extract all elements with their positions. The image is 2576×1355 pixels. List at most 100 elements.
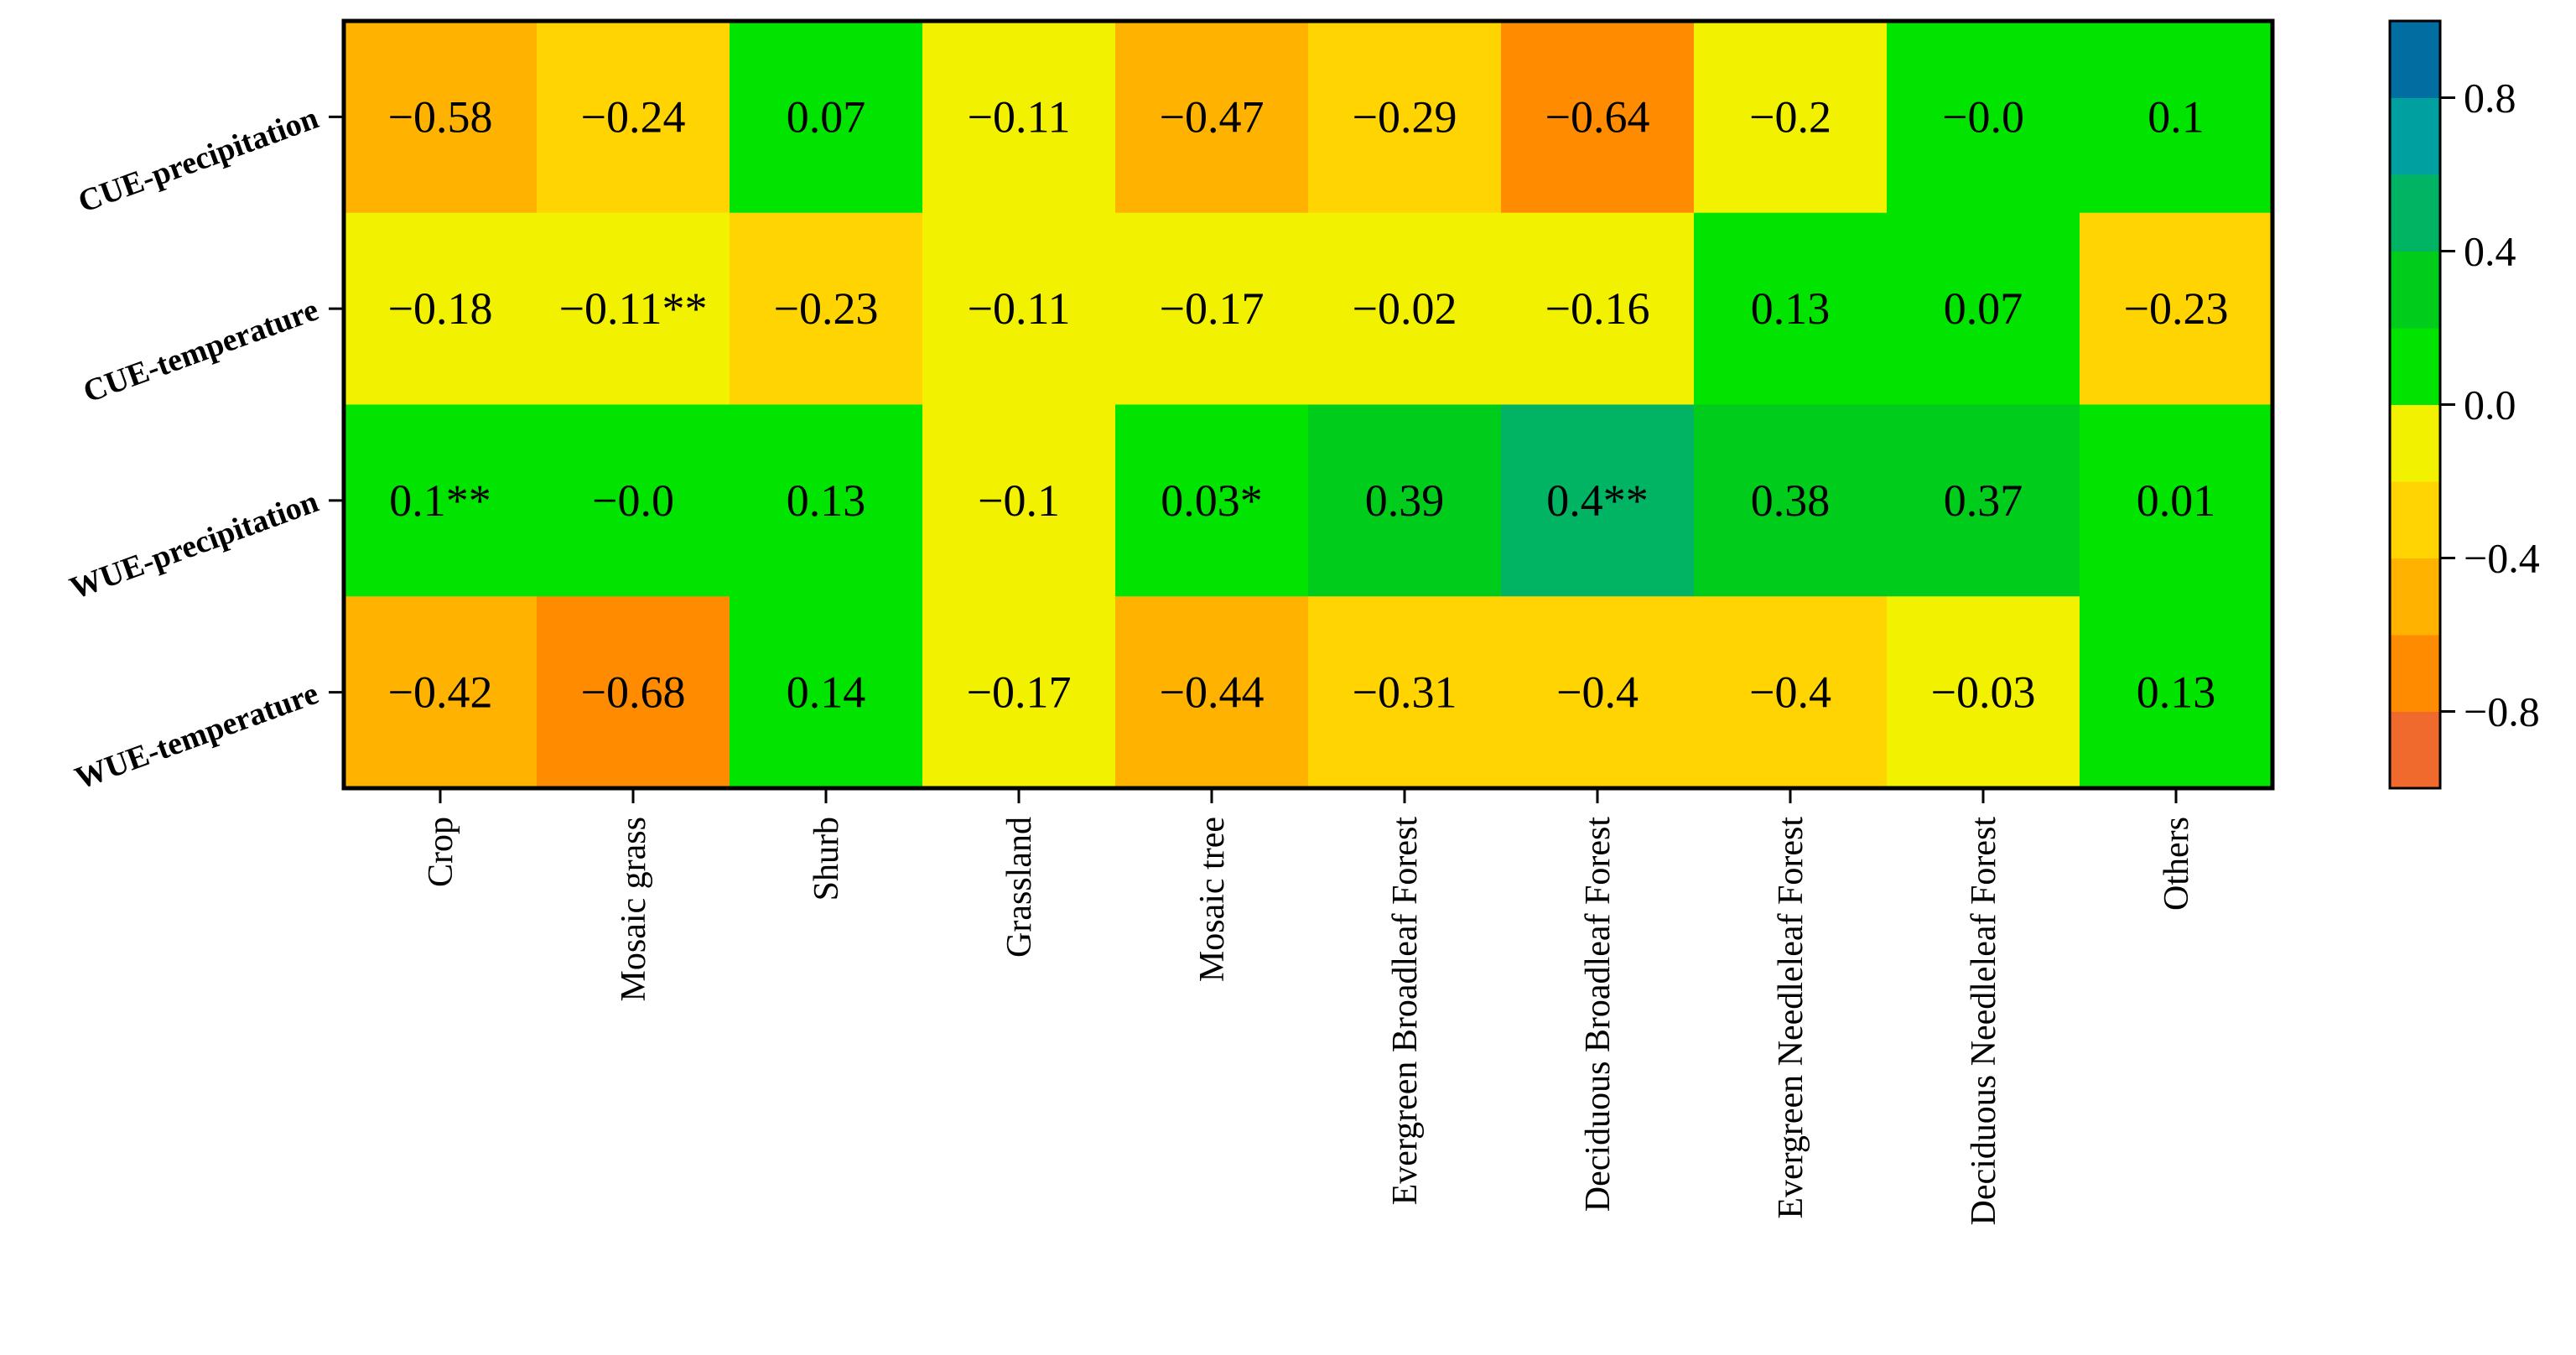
colorbar-segment xyxy=(2390,558,2440,636)
x-tick-label: Deciduous Broadleaf Forest xyxy=(1579,817,1618,1212)
heatmap-cell xyxy=(537,596,730,789)
y-tick-label: WUE-temperature xyxy=(70,676,323,797)
heatmap-cell xyxy=(537,212,730,405)
cell-value-label: −0.0 xyxy=(1942,91,2024,142)
cell-value-label: −0.03 xyxy=(1931,667,2036,718)
colorbar-tick-label: −0.8 xyxy=(2464,688,2540,735)
heatmap-cell xyxy=(730,404,923,597)
heatmap-cell xyxy=(730,596,923,789)
heatmap-cell xyxy=(1887,212,2080,405)
heatmap-cell xyxy=(2080,596,2273,789)
cell-value-label: 0.13 xyxy=(2137,667,2216,718)
heatmap-cell xyxy=(1115,404,1309,597)
cell-value-label: −0.47 xyxy=(1160,91,1265,142)
colorbar-segment xyxy=(2390,97,2440,175)
cell-value-label: −0.2 xyxy=(1749,91,1831,142)
cell-value-label: 0.03* xyxy=(1161,475,1263,526)
cell-value-label: −0.23 xyxy=(774,283,879,334)
heatmap-cell xyxy=(2080,212,2273,405)
colorbar-segment xyxy=(2390,711,2440,789)
heatmap-cell xyxy=(1501,212,1695,405)
colorbar-segment xyxy=(2390,328,2440,405)
cell-value-label: −0.44 xyxy=(1160,667,1265,718)
y-tick-label: CUE-precipitation xyxy=(74,101,323,220)
x-tick-label: Deciduous Needleleaf Forest xyxy=(1965,817,2003,1226)
heatmap-cell xyxy=(344,596,538,789)
plot-frame xyxy=(341,18,2275,791)
heatmap-cell xyxy=(537,404,730,597)
heatmap-cell xyxy=(922,404,1116,597)
cell-value-label: 0.37 xyxy=(1944,475,2023,526)
cell-value-label: 0.13 xyxy=(787,475,866,526)
cell-value-label: 0.13 xyxy=(1751,283,1831,334)
colorbar-segment xyxy=(2390,251,2440,329)
cell-value-label: −0.16 xyxy=(1545,283,1650,334)
colorbar-tick-label: 0.8 xyxy=(2464,75,2516,122)
heatmap-cell xyxy=(1115,596,1309,789)
cell-value-label: 0.4** xyxy=(1546,475,1649,526)
cell-value-label: −0.42 xyxy=(388,667,493,718)
heatmap-cell xyxy=(1694,596,1888,789)
colorbar-segment xyxy=(2390,174,2440,252)
heatmap-cell xyxy=(922,21,1116,214)
cell-value-label: −0.17 xyxy=(967,667,1072,718)
colorbar-tick-label: 0.4 xyxy=(2464,228,2516,275)
cell-value-label: −0.4 xyxy=(1556,667,1639,718)
heatmap-cell xyxy=(922,212,1116,405)
heatmap-cell xyxy=(1308,212,1502,405)
heatmap-cell xyxy=(730,21,923,214)
heatmap-cell xyxy=(1694,21,1888,214)
cell-value-label: −0.02 xyxy=(1353,283,1457,334)
heatmap-cell xyxy=(1501,596,1695,789)
heatmap-cell xyxy=(730,212,923,405)
x-tick-label: Crop xyxy=(422,817,460,887)
cell-value-label: −0.17 xyxy=(1160,283,1265,334)
x-tick-label: Others xyxy=(2158,817,2196,911)
heatmap-cell xyxy=(1694,212,1888,405)
cell-value-label: −0.23 xyxy=(2124,283,2229,334)
x-tick-label: Shurb xyxy=(808,817,846,901)
colorbar: −0.8 −0.4 0.0 0.4 0.8 xyxy=(2388,19,2540,790)
x-tick-label: Evergreen Needleleaf Forest xyxy=(1772,817,1810,1219)
heatmap-cell xyxy=(344,404,538,597)
heatmap-cell xyxy=(537,21,730,214)
colorbar-segment xyxy=(2390,481,2440,558)
cell-value-label: −0.31 xyxy=(1353,667,1457,718)
heatmap-cell xyxy=(1308,596,1502,789)
cell-value-label: 0.01 xyxy=(2137,475,2216,526)
cell-value-label: 0.38 xyxy=(1751,475,1831,526)
x-axis: Crop Mosaic grass Shurb Grassland Mosaic tre… xyxy=(422,788,2196,1226)
cell-value-label: −0.24 xyxy=(581,91,686,142)
cell-value-label: −0.4 xyxy=(1749,667,1831,718)
heatmap-cell xyxy=(2080,404,2273,597)
cell-value-label: −0.0 xyxy=(592,475,674,526)
heatmap-cell xyxy=(1501,21,1695,214)
cell-value-label: 0.39 xyxy=(1365,475,1445,526)
x-tick-label: Grassland xyxy=(1000,817,1039,958)
cell-value-label: −0.11 xyxy=(968,283,1071,334)
heatmap-cell xyxy=(1308,21,1502,214)
colorbar-segment xyxy=(2390,635,2440,712)
cell-value-label: −0.18 xyxy=(388,283,493,334)
heatmap-cell xyxy=(1887,596,2080,789)
colorbar-segment xyxy=(2390,404,2440,482)
heatmap-cell xyxy=(1887,404,2080,597)
heatmap-cell xyxy=(1694,404,1888,597)
y-tick-label: WUE-precipitation xyxy=(65,484,323,606)
heatmap-cells xyxy=(344,21,2273,789)
cell-value-label: 0.1 xyxy=(2148,91,2205,142)
cell-value-label: −0.11** xyxy=(559,283,708,334)
cell-value-label: −0.11 xyxy=(968,91,1071,142)
cell-value-label: −0.68 xyxy=(581,667,686,718)
cell-value-label: −0.1 xyxy=(978,475,1060,526)
heatmap-cell xyxy=(344,21,538,214)
heatmap-cell xyxy=(344,212,538,405)
heatmap-cell xyxy=(1115,21,1309,214)
heatmap-cell-labels: −0.58 −0.24 0.07 −0.11 −0.47 −0.29 −0.64 −0.2 −0… xyxy=(388,91,2229,717)
x-tick-label: Evergreen Broadleaf Forest xyxy=(1386,817,1425,1206)
x-tick-label: Mosaic tree xyxy=(1193,817,1232,982)
cell-value-label: −0.29 xyxy=(1353,91,1457,142)
heatmap-cell xyxy=(1115,212,1309,405)
